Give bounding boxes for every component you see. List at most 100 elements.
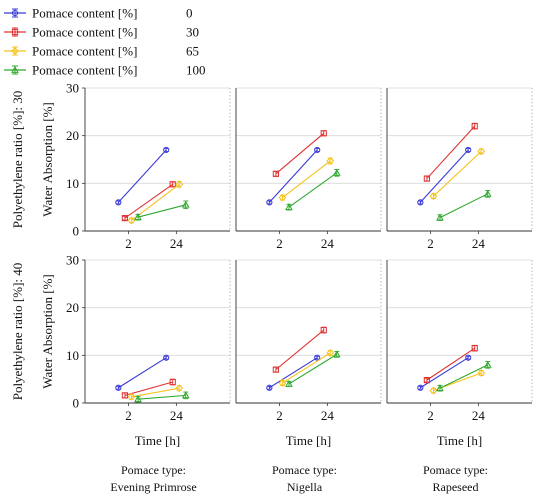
series-line [124,183,174,219]
data-point [436,213,444,221]
data-point [436,384,444,392]
data-point [169,181,176,188]
x-tick-label: 24 [170,236,184,251]
y-axis-label: Water Absorption [%] [40,102,55,216]
legend-value: 65 [186,44,199,59]
series-3 [278,157,335,202]
data-point [272,366,279,373]
data-point [423,175,430,182]
series-line [124,381,173,396]
x-axis-label: Time [h] [437,433,482,448]
series-line [439,364,489,389]
y-tick-label: 30 [66,253,79,268]
data-point [465,146,472,154]
series-3 [127,384,184,401]
series-1 [417,354,472,391]
row-label: Polyethylene ratio [%]: 30 [10,91,25,229]
data-point [134,213,142,221]
series-line [439,193,489,219]
data-point [332,350,341,358]
data-point [314,354,321,361]
data-point [278,193,287,202]
legend-value: 100 [186,63,206,78]
legend-item: Pomace content [%] 65 [4,44,199,59]
series-4 [285,168,341,211]
data-point [163,146,170,154]
data-point [471,123,478,130]
legend-label: Pomace content [%] [32,44,137,59]
series-line [419,149,469,203]
data-point [285,203,293,211]
legend-marker [11,9,19,17]
legend-item: Pomace content [%] 0 [4,6,193,21]
panel-r1-c1: 2 24 [84,87,231,251]
series-line [288,353,338,385]
data-point [483,189,492,197]
series-1 [266,146,321,206]
series-1 [266,354,321,391]
data-point [320,326,327,334]
x-axis-label: Time [h] [286,433,331,448]
chart-panels: 2 24 2 24 2 24 2 24 2 24 2 24 [84,87,533,423]
y-tick-label: 20 [66,300,79,315]
series-line [275,132,325,175]
data-point [169,378,176,386]
x-tick-label: 24 [321,408,335,423]
x-tick-label: 2 [427,408,434,423]
legend-item: Pomace content [%] 30 [4,25,199,40]
data-point [477,369,486,377]
series-line [137,394,186,400]
data-point [175,384,184,393]
column-label-line1: Pomace type: [423,463,488,477]
data-point [115,199,122,206]
x-tick-label: 24 [472,408,486,423]
data-point [285,379,293,387]
data-point [121,392,128,399]
series-1 [115,354,170,391]
y-tick-label: 0 [73,224,80,239]
series-4 [134,391,190,403]
data-point [115,384,122,391]
x-tick-label: 2 [125,408,132,423]
series-3 [429,147,486,201]
row-label: Polyethylene ratio [%]: 40 [10,263,25,401]
column-label-line1: Pomace type: [272,463,337,477]
data-point [181,200,190,208]
legend-marker [11,65,19,73]
series-line [137,204,186,218]
data-point [429,386,438,395]
series-line [118,357,167,389]
series-line [433,150,482,197]
series-line [282,352,331,384]
data-point [121,215,128,222]
x-tick-label: 2 [427,236,434,251]
data-point [266,384,273,391]
panel-r1-c2: 2 24 [235,87,382,251]
column-label-line2: Evening Primrose [110,480,196,494]
data-point [332,168,341,176]
data-point [483,360,492,368]
legend-marker [11,28,19,36]
y-tick-label: 20 [66,128,79,143]
y-tick-label: 10 [66,348,79,363]
series-line [268,149,318,203]
y-tick-label: 10 [66,176,79,191]
y-tick-label: 0 [73,396,80,411]
series-line [269,357,318,389]
legend-label: Pomace content [%] [32,25,137,40]
panel-r2-c1: 2 24 [84,259,231,423]
series-3 [278,349,335,387]
data-point [326,157,335,165]
series-2 [423,122,478,182]
series-4 [285,350,341,387]
series-1 [115,146,170,206]
column-label-line2: Rapeseed [433,480,479,494]
data-point [423,377,430,384]
panel-r1-c3: 2 24 [386,87,533,251]
data-point [175,180,184,189]
series-line [426,347,476,381]
series-2 [272,326,327,373]
